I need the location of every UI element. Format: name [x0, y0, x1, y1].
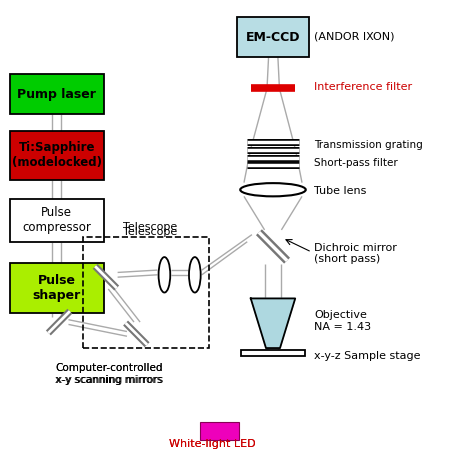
Text: Tube lens: Tube lens: [314, 186, 366, 196]
Text: Pulse
compressor: Pulse compressor: [22, 207, 91, 235]
Bar: [200, 422, 239, 440]
Text: EM-CCD: EM-CCD: [246, 31, 301, 44]
Text: Computer-controlled
x-y scanning mirrors: Computer-controlled x-y scanning mirrors: [55, 363, 163, 385]
Text: White-light LED: White-light LED: [169, 439, 255, 449]
Text: White-light LED: White-light LED: [169, 439, 255, 449]
Text: Pump laser: Pump laser: [18, 88, 96, 100]
Ellipse shape: [159, 257, 170, 292]
Bar: [82, 237, 209, 348]
Text: Ti:Sapphire
(modelocked): Ti:Sapphire (modelocked): [12, 141, 102, 170]
Ellipse shape: [189, 257, 201, 292]
Text: Short-pass filter: Short-pass filter: [314, 158, 398, 168]
Polygon shape: [251, 299, 295, 348]
Bar: [10, 199, 104, 242]
Text: Transmission grating: Transmission grating: [314, 140, 423, 150]
Text: Telescope: Telescope: [123, 227, 177, 237]
Bar: [10, 263, 104, 313]
Text: Computer-controlled
x-y scanning mirrors: Computer-controlled x-y scanning mirrors: [55, 363, 163, 385]
Bar: [10, 74, 104, 114]
Bar: [241, 350, 305, 356]
Bar: [237, 17, 310, 57]
Text: Objective
NA = 1.43: Objective NA = 1.43: [314, 310, 371, 332]
Text: Pulse
shaper: Pulse shaper: [33, 274, 81, 302]
Ellipse shape: [240, 183, 306, 196]
Text: x-y-z Sample stage: x-y-z Sample stage: [314, 351, 421, 361]
Text: Dichroic mirror
(short pass): Dichroic mirror (short pass): [314, 243, 397, 264]
Bar: [10, 131, 104, 180]
Text: Interference filter: Interference filter: [314, 82, 412, 92]
Text: (ANDOR IXON): (ANDOR IXON): [314, 32, 395, 42]
Text: Telescope: Telescope: [123, 222, 177, 232]
